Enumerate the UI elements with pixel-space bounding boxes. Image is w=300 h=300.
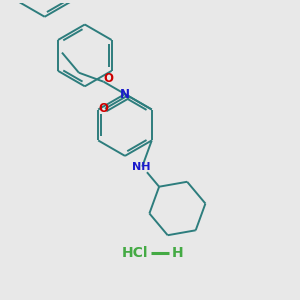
Text: HCl: HCl: [122, 246, 148, 260]
Text: H: H: [172, 246, 184, 260]
Text: NH: NH: [131, 162, 150, 172]
Text: N: N: [120, 88, 130, 100]
Text: O: O: [98, 102, 108, 115]
Text: O: O: [103, 72, 113, 85]
